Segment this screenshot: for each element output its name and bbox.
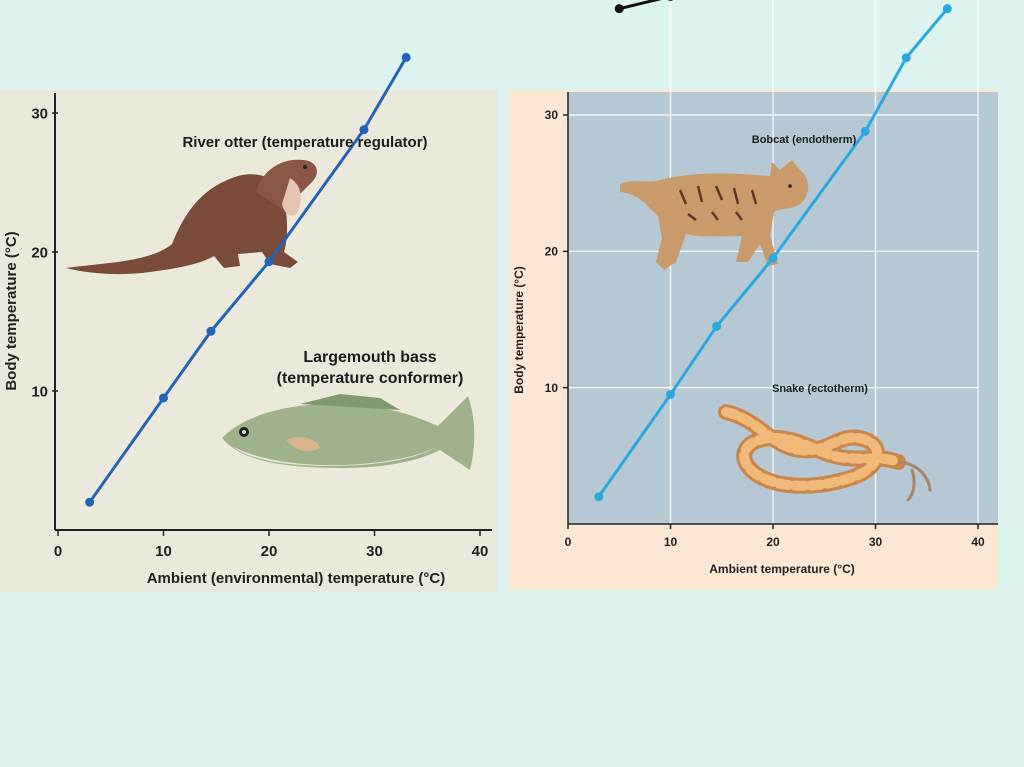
left-x-tick-label-30: 30: [366, 543, 383, 560]
left-bass-point-4: [359, 125, 369, 135]
right-x-tick-label-10: 10: [664, 535, 678, 549]
snake-illustration: [718, 404, 932, 502]
right-snake-point-6: [942, 4, 952, 14]
bass-label-line2: (temperature conformer): [277, 370, 464, 387]
bobcat-illustration: [620, 160, 809, 270]
left-series: [85, 52, 411, 507]
right-y-axis-title: Body temperature (°C): [512, 266, 526, 393]
right-series: [594, 0, 952, 502]
left-bass-point-1: [159, 393, 168, 403]
left-bass-point-3: [264, 257, 274, 267]
right-x-ticks: 0 10 20 30 40: [565, 524, 985, 549]
left-chart-background: [0, 90, 497, 592]
right-x-axis-title: Ambient temperature (°C): [709, 562, 854, 576]
left-x-tick-label-20: 20: [261, 543, 278, 560]
left-y-axis-title: Body temperature (°C): [3, 231, 20, 390]
left-x-axis-title: Ambient (environmental) temperature (°C): [147, 570, 446, 587]
left-bass-point-5: [401, 52, 411, 62]
right-bobcat-point-1: [667, 0, 674, 1]
right-x-tick-label-40: 40: [971, 535, 985, 549]
right-x-tick-label-0: 0: [565, 535, 572, 549]
left-y-tick-label-30: 30: [31, 105, 48, 122]
right-snake-point-4: [860, 126, 870, 136]
snake-label: Snake (ectotherm): [772, 383, 868, 395]
left-y-tick-label-10: 10: [31, 383, 48, 400]
right-chart: 0 10 20 30 40 10 20 30 40 Ambient temperature (…: [509, 0, 998, 590]
right-y-tick-label-10: 10: [545, 381, 559, 395]
right-snake-point-3: [768, 253, 778, 263]
left-x-ticks: 0 10 20 30 40: [54, 530, 489, 560]
right-bobcat-point-0: [614, 4, 624, 14]
left-bass-point-0: [85, 497, 95, 507]
right-snake-point-0: [594, 492, 604, 502]
right-series-line-bobcat: [618, 0, 662, 11]
right-snake-point-1: [666, 389, 675, 399]
left-x-tick-label-40: 40: [472, 543, 489, 560]
bobcat-label: Bobcat (endotherm): [752, 134, 857, 146]
left-series-line-bass: [88, 56, 408, 504]
left-chart: 0 10 20 30 40 10 20 30 40 Ambient (environmenta…: [0, 52, 497, 592]
otter-label: River otter (temperature regulator): [182, 134, 427, 151]
left-bass-point-2: [206, 326, 216, 336]
bass-label-line1: Largemouth bass: [303, 349, 436, 366]
right-chart-plot-area: [568, 92, 998, 524]
left-y-tick-label-20: 20: [31, 244, 48, 261]
right-x-tick-label-20: 20: [766, 535, 780, 549]
right-snake-point-5: [901, 53, 911, 63]
left-x-tick-label-10: 10: [155, 543, 172, 560]
left-x-tick-label-0: 0: [54, 543, 62, 560]
right-y-tick-label-20: 20: [545, 245, 559, 259]
right-x-tick-label-30: 30: [869, 535, 883, 549]
otter-illustration: [66, 159, 317, 275]
right-snake-point-2: [712, 321, 722, 331]
bass-illustration: [222, 394, 475, 470]
right-y-tick-label-30: 30: [545, 108, 559, 122]
